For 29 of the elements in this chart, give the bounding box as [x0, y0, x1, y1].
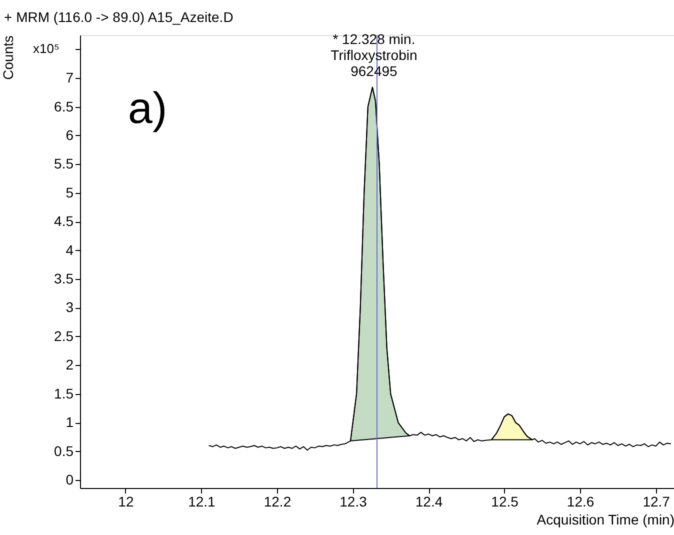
x-tick-label: 12.7 [642, 494, 670, 510]
text: x10⁵ [33, 41, 60, 56]
y-tick-label: 2 [66, 356, 74, 373]
x-tick-label: 12.1 [188, 494, 216, 510]
x-tick-label: 12.6 [566, 494, 594, 510]
y-tick-label: 2.5 [54, 328, 74, 344]
chart-title: + MRM (116.0 -> 89.0) A15_Azeite.D [4, 9, 234, 26]
y-tick-label: 5.5 [54, 156, 74, 172]
y-tick-label: 0 [66, 471, 74, 488]
x-tick-label: 12.4 [415, 494, 443, 510]
x-tick-label: 12.2 [264, 494, 292, 510]
y-tick-label: 7 [66, 70, 74, 86]
line-series [208, 86, 672, 451]
y-tick-label: 1 [66, 414, 74, 430]
y-axis-title: Counts [0, 36, 16, 80]
x-tick-label: 12 [118, 494, 134, 510]
y-tick-label: 3 [66, 299, 74, 316]
x-axis-title: Acquisition Time (min) [536, 512, 674, 528]
y-tick-label: 0.5 [54, 442, 74, 459]
y-tick-label: 5 [66, 184, 74, 200]
y-tick-label: 6 [66, 126, 74, 143]
annotation: a) [128, 84, 168, 133]
y-tick-label: 4 [66, 242, 74, 258]
y-tick-label: 3.5 [54, 270, 74, 287]
y-tick-label: 4.5 [54, 213, 74, 230]
x-tick-label: 12.3 [340, 494, 368, 510]
y-tick-label: 1.5 [54, 385, 74, 402]
x-tick-label: 12.5 [491, 494, 519, 510]
y-tick-label: 6.5 [54, 98, 74, 114]
